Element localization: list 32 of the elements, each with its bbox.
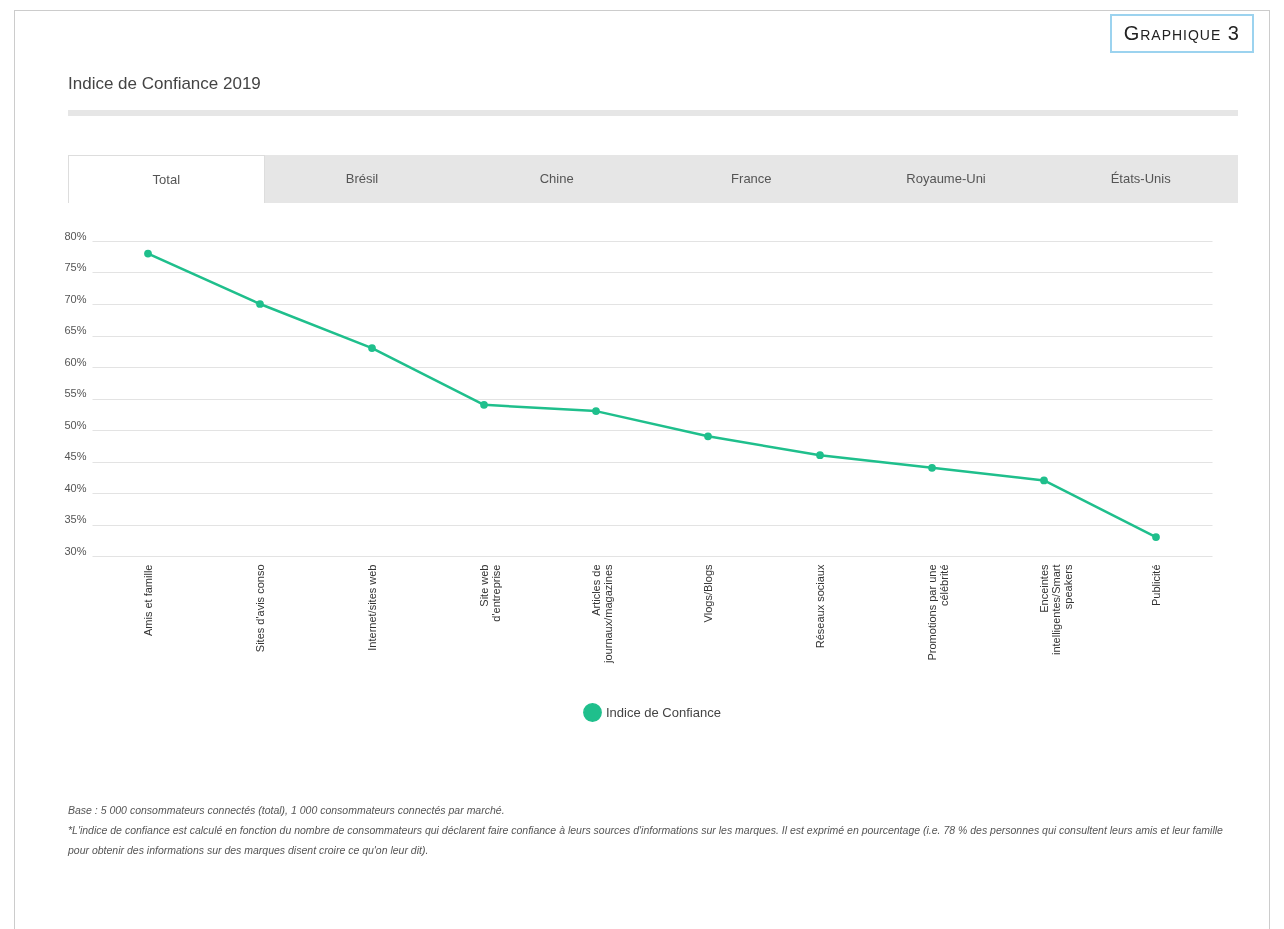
x-tick-label: Sites d'avis conso bbox=[253, 564, 266, 653]
y-tick-label: 45% bbox=[64, 450, 87, 462]
x-tick-label: Vlogs/Blogs bbox=[701, 564, 714, 623]
y-tick-label: 80% bbox=[64, 229, 87, 242]
text: Brésil bbox=[344, 170, 380, 188]
y-tick-label: 65% bbox=[64, 324, 87, 336]
y-tick-label: 35% bbox=[64, 513, 87, 525]
text: Base : 5 000 consommateurs connectés (total), 1 000 consommateurs connectés par marché. bbox=[68, 803, 506, 818]
chart-title: Indice de Confiance 2019 bbox=[68, 74, 261, 94]
y-tick-label: 75% bbox=[64, 261, 87, 273]
x-tick-label: Publicité bbox=[1149, 564, 1162, 607]
y-tick-label: 30% bbox=[64, 544, 87, 557]
legend-label: Indice de Confiance bbox=[606, 704, 721, 720]
text: France bbox=[730, 170, 773, 188]
y-tick-label: 50% bbox=[64, 418, 87, 431]
text: *L'indice de confiance est calculé en fonction du nombre de consommateurs qui déclarent faire confiance à leurs sources d'informations sur les marques. Il est exprimé en pourcentage (i.e. 78 % des personnes qui consultent leurs amis et leur famille pour obtenir des informations sur des marques disent croire ce qu'on leur dit). bbox=[68, 823, 1224, 858]
y-tick-label: 60% bbox=[64, 355, 87, 368]
x-tick-label: Site web d'entreprise bbox=[477, 564, 502, 622]
x-tick-label: Promotions par une célébrité bbox=[925, 564, 950, 661]
x-tick-label: Articles de journaux/magazines bbox=[589, 564, 614, 664]
text: Chine bbox=[538, 170, 575, 188]
y-tick-label: 40% bbox=[64, 481, 87, 494]
text: Total bbox=[68, 155, 265, 203]
y-tick-label: 70% bbox=[64, 292, 87, 305]
x-tick-label: Amis et famille bbox=[141, 564, 154, 637]
x-tick-label: Réseaux sociaux bbox=[813, 564, 826, 649]
text: Royaume-Uni bbox=[905, 170, 987, 188]
text: Graphique 3 bbox=[1109, 14, 1254, 53]
x-tick-label: Internet/sites web bbox=[365, 564, 378, 651]
text: États-Unis bbox=[1109, 170, 1172, 188]
y-tick-label: 55% bbox=[64, 387, 87, 399]
x-tick-label: Enceintes intelligentes/Smart speakers bbox=[1037, 564, 1074, 655]
